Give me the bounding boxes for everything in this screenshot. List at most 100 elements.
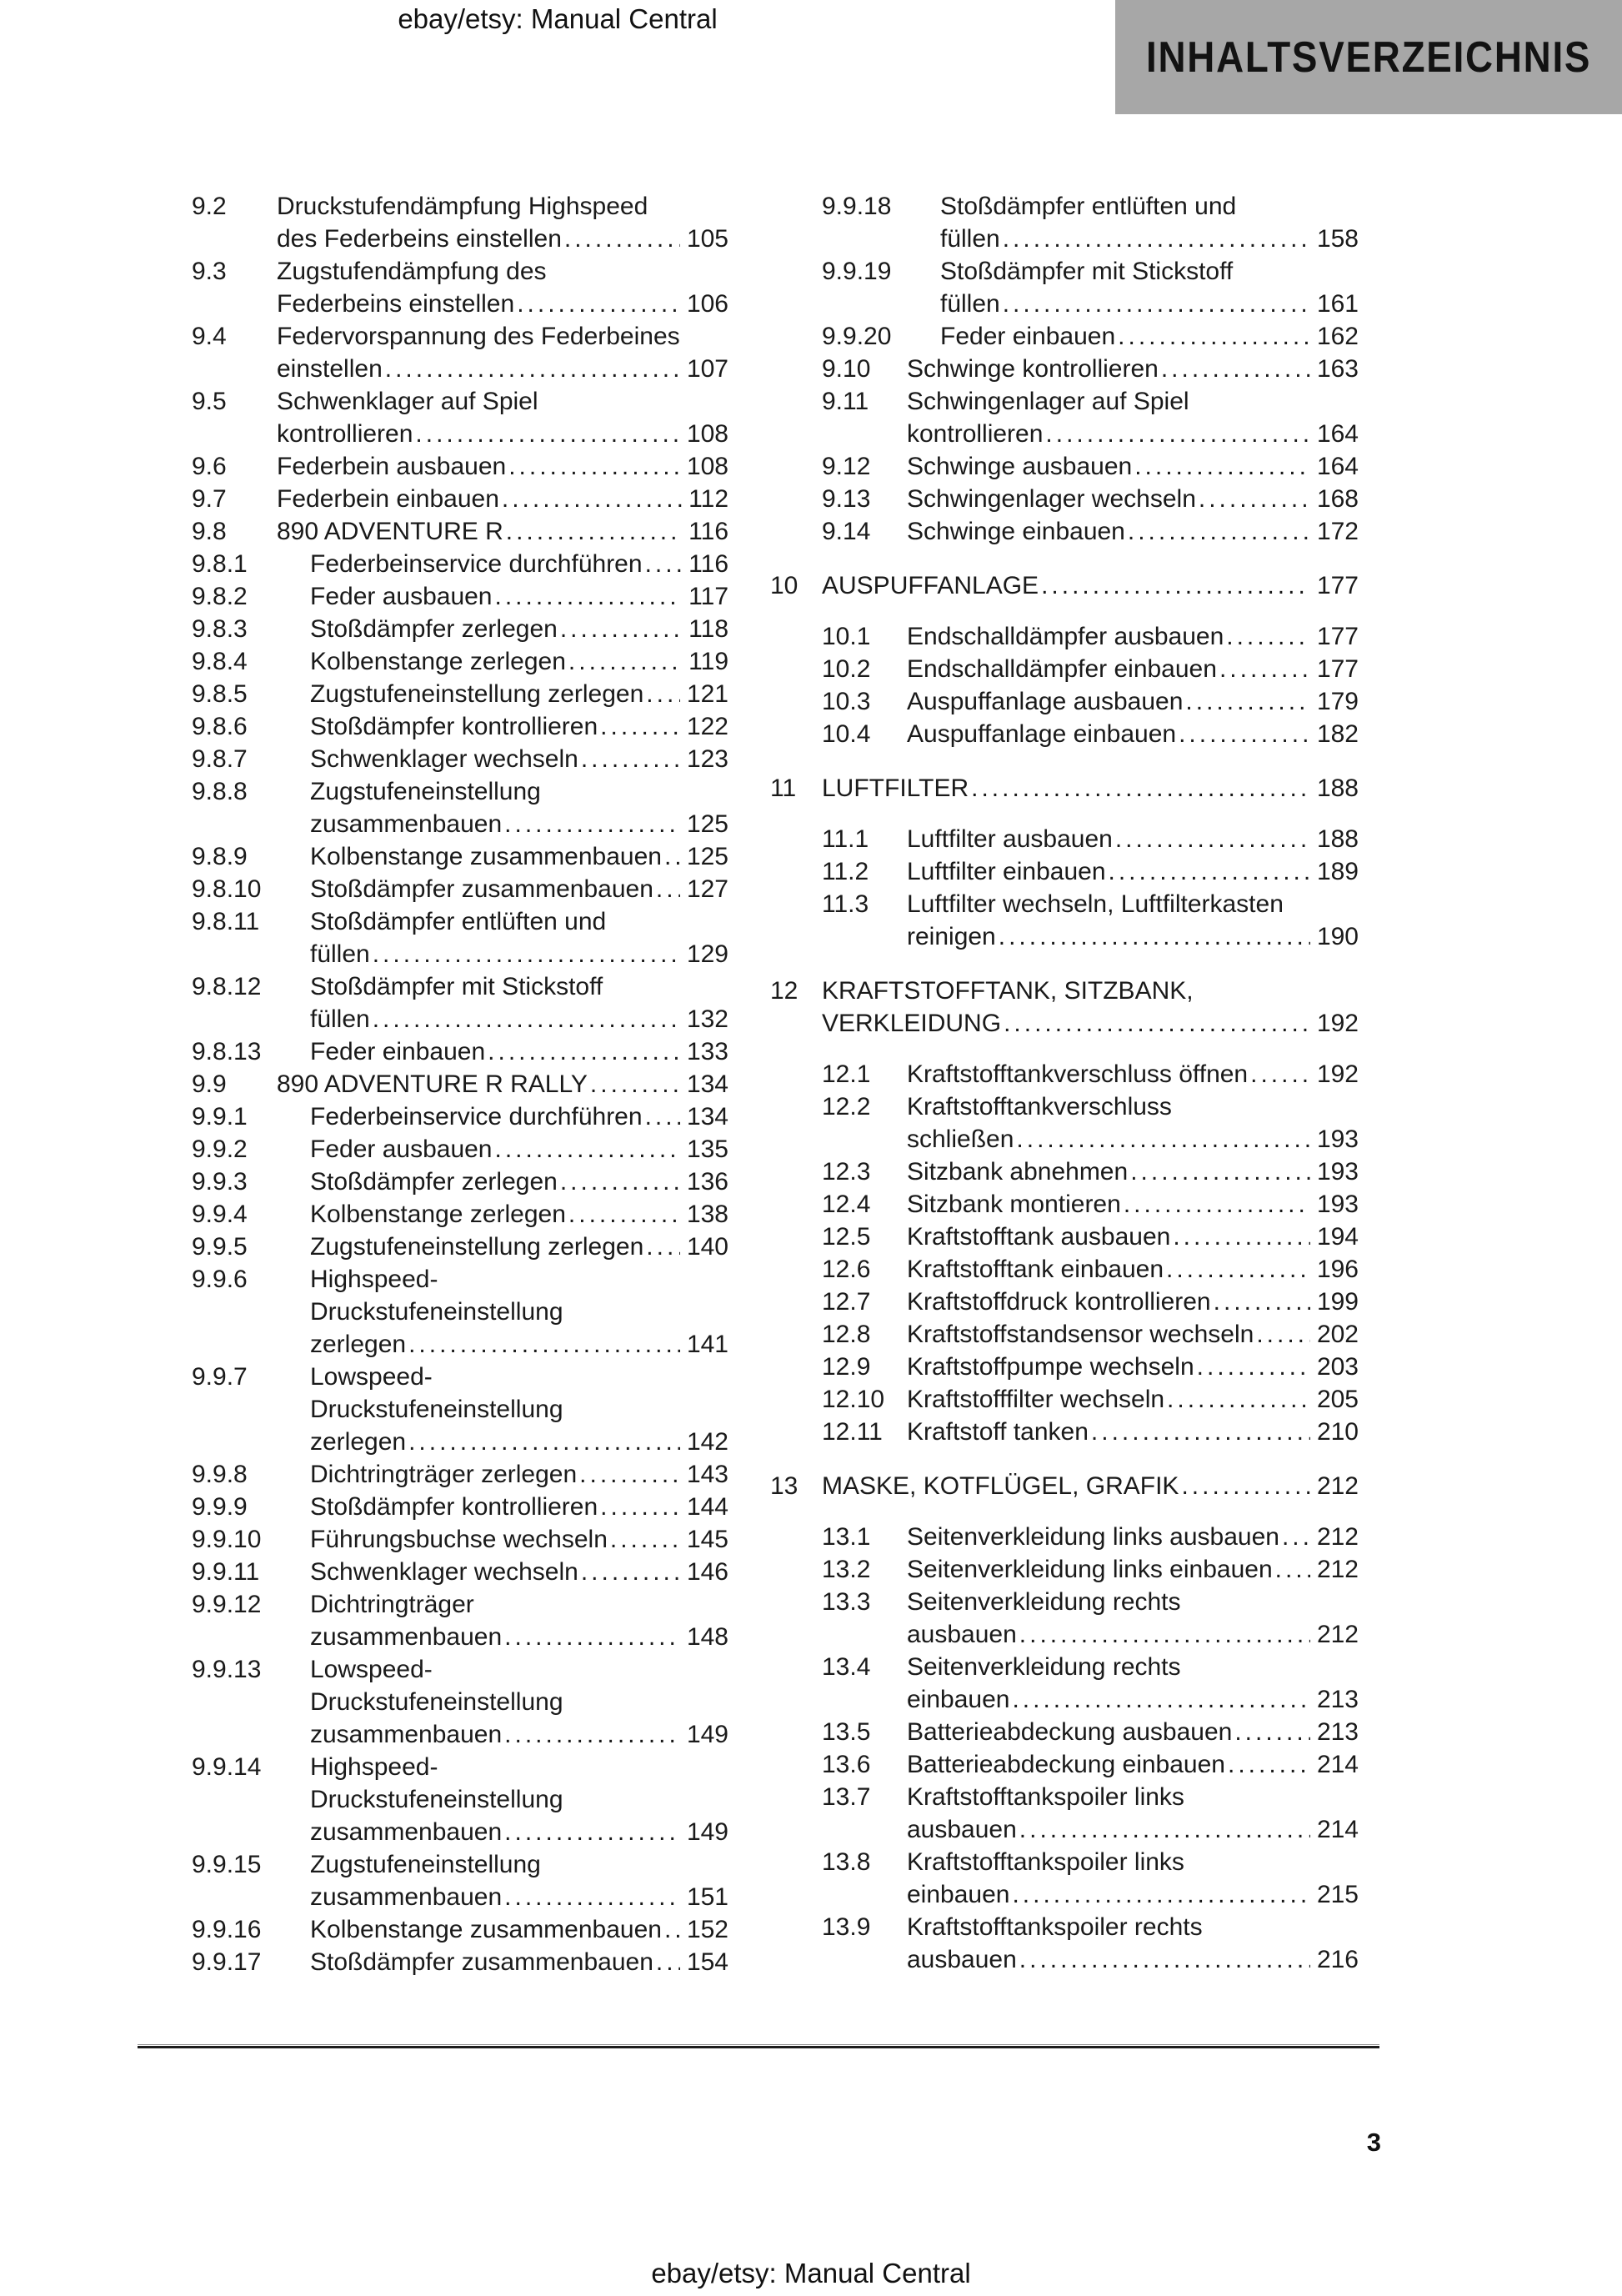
entry-last-line: Auspuffanlage ausbauen 179 <box>907 685 1359 718</box>
dot-leader <box>504 1718 680 1751</box>
entry-last-line: Kraftstoffdruck kontrollieren 199 <box>907 1286 1359 1318</box>
entry-number: 13.6 <box>822 1751 871 1778</box>
entry-body: Stoßdämpfer kontrollieren 122 <box>310 710 728 743</box>
entry-page-number: 190 <box>1316 923 1359 950</box>
toc-entry: 9.10 Schwinge kontrollieren 163 <box>770 353 1359 385</box>
entry-title: Schwinge ausbauen <box>907 453 1133 480</box>
toc-entry: 10.1 Endschalldämpfer ausbauen 177 <box>770 620 1359 653</box>
entry-page-number: 193 <box>1316 1158 1359 1186</box>
dot-leader <box>1228 1748 1310 1781</box>
entry-body: Sitzbank montieren 193 <box>907 1188 1359 1221</box>
toc-entry: 10.2 Endschalldämpfer einbauen 177 <box>770 653 1359 685</box>
dot-leader <box>1166 1253 1310 1286</box>
entry-title: Feder einbauen <box>310 1038 486 1065</box>
entry-number: 12 <box>770 977 798 1005</box>
dot-leader <box>495 1133 680 1166</box>
entry-page-number: 116 <box>688 518 728 545</box>
entry-body: Luftfilter ausbauen 188 <box>907 823 1359 855</box>
entry-page-number: 105 <box>686 225 728 253</box>
entry-title: Sitzbank abnehmen <box>907 1158 1129 1186</box>
entry-title: Stoßdämpfer zusammenbauen <box>310 1948 653 1976</box>
entry-number: 11.1 <box>822 825 869 853</box>
entry-number: 9.9.5 <box>192 1233 248 1261</box>
dot-leader <box>560 1166 680 1198</box>
dot-leader <box>1167 1383 1310 1416</box>
entry-page-number: 148 <box>686 1623 728 1651</box>
entry-last-line: ausbauen 216 <box>907 1943 1359 1976</box>
entry-page-number: 203 <box>1316 1353 1359 1381</box>
dot-leader <box>1109 855 1310 888</box>
entry-number: 9.8.12 <box>192 973 262 1000</box>
toc-entry: 13.5 Batterieabdeckung ausbauen 213 <box>770 1716 1359 1748</box>
toc-entry: 9.4 Federvorspannung des Federbeines einst… <box>140 320 728 385</box>
entry-number: 13 <box>770 1472 798 1500</box>
entry-line: Druckstufeneinstellung <box>310 1786 563 1813</box>
entry-page-number: 122 <box>686 713 728 740</box>
entry-page-number: 162 <box>1316 323 1359 350</box>
entry-number: 9.4 <box>192 323 227 350</box>
toc-entry: 13 MASKE, KOTFLÜGEL, GRAFIK 212 <box>770 1470 1359 1502</box>
entry-page-number: 212 <box>1316 1556 1359 1583</box>
dot-leader <box>581 743 680 775</box>
entry-last-line: Kolbenstange zerlegen 119 <box>310 645 728 678</box>
toc-entry: 12.4 Sitzbank montieren 193 <box>770 1188 1359 1221</box>
entry-page-number: 161 <box>1316 290 1359 318</box>
entry-page-number: 210 <box>1316 1418 1359 1446</box>
toc-entry: 11.2 Luftfilter einbauen 189 <box>770 855 1359 888</box>
dot-leader <box>415 418 680 450</box>
entry-last-line: Sitzbank montieren 193 <box>907 1188 1359 1221</box>
entry-last-line: Kolbenstange zusammenbauen 125 <box>310 840 728 873</box>
toc-entry: 9.9.8 Dichtringträger zerlegen 143 <box>140 1458 728 1491</box>
entry-page-number: 143 <box>686 1461 728 1488</box>
entry-body: Zugstufeneinstellung zerlegen 140 <box>310 1231 728 1263</box>
entry-last-line: Auspuffanlage einbauen 182 <box>907 718 1359 750</box>
entry-last-line: Kraftstofffilter wechseln 205 <box>907 1383 1359 1416</box>
entry-last-line: Schwenklager wechseln 146 <box>310 1556 728 1588</box>
entry-number: 9.9.20 <box>822 323 892 350</box>
entry-page-number: 151 <box>686 1883 728 1911</box>
entry-number: 12.5 <box>822 1223 871 1251</box>
entry-title: Luftfilter einbauen <box>907 858 1106 885</box>
entry-last-line: zerlegen 141 <box>310 1328 728 1361</box>
entry-title: Seitenverkleidung links ausbauen <box>907 1523 1279 1551</box>
entry-title: LUFTFILTER <box>822 775 969 802</box>
entry-title: Kolbenstange zerlegen <box>310 648 566 675</box>
entry-title: füllen <box>940 225 1000 253</box>
entry-page-number: 125 <box>686 843 728 870</box>
toc-entry: 9.9.19 Stoßdämpfer mit Stickstoff füllen 16… <box>770 255 1359 320</box>
toc-entry: 12 KRAFTSTOFFTANK, SITZBANK, VERKLEIDUNG 19… <box>770 975 1359 1040</box>
entry-line: Schwenklager auf Spiel <box>277 388 538 415</box>
dot-leader <box>504 1816 680 1848</box>
entry-title: zusammenbauen <box>310 1623 503 1651</box>
toc-entry: 11.3 Luftfilter wechseln, Luftfilterkaste… <box>770 888 1359 953</box>
entry-number: 9.8.9 <box>192 843 248 870</box>
entry-body: Schwingenlager auf Spiel kontrollieren 164 <box>907 385 1359 450</box>
entry-title: zerlegen <box>310 1331 407 1358</box>
entry-number: 9.8.4 <box>192 648 248 675</box>
entry-body: Schwenklager wechseln 146 <box>310 1556 728 1588</box>
entry-last-line: Endschalldämpfer ausbauen 177 <box>907 620 1359 653</box>
toc-entry: 9.8.1 Federbeinservice durchführen 116 <box>140 548 728 580</box>
dot-leader <box>560 613 682 645</box>
entry-line: Kraftstofftankspoiler links <box>907 1783 1184 1811</box>
dot-leader <box>1003 288 1310 320</box>
dot-leader <box>495 580 683 613</box>
entry-title: zerlegen <box>310 1428 407 1456</box>
entry-number: 9.12 <box>822 453 871 480</box>
entry-body: Zugstufeneinstellung zerlegen 121 <box>310 678 728 710</box>
toc-entry: 12.5 Kraftstofftank ausbauen 194 <box>770 1221 1359 1253</box>
toc-entry: 9.8.5 Zugstufeneinstellung zerlegen 121 <box>140 678 728 710</box>
entry-last-line: 890 ADVENTURE R 116 <box>277 515 728 548</box>
toc-right-column: 9.9.18 Stoßdämpfer entlüften und füllen 158… <box>770 190 1359 1978</box>
entry-number: 13.7 <box>822 1783 871 1811</box>
entry-last-line: füllen 129 <box>310 938 728 970</box>
toc-entry: 9.8.11 Stoßdämpfer entlüften und füllen 129 <box>140 905 728 970</box>
entry-page-number: 117 <box>688 583 728 610</box>
entry-last-line: Zugstufeneinstellung zerlegen 121 <box>310 678 728 710</box>
entry-body: Feder einbauen 133 <box>310 1035 728 1068</box>
toc-entry: 9.9.2 Feder ausbauen 135 <box>140 1133 728 1166</box>
entry-body: Kraftstofftank ausbauen 194 <box>907 1221 1359 1253</box>
entry-number: 12.10 <box>822 1386 885 1413</box>
entry-last-line: Kraftstoffpumpe wechseln 203 <box>907 1351 1359 1383</box>
entry-title: Schwenklager wechseln <box>310 745 578 773</box>
